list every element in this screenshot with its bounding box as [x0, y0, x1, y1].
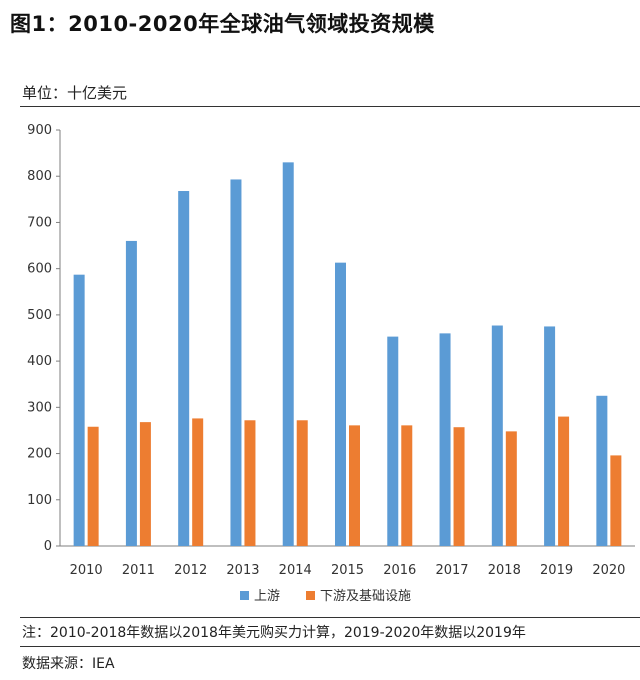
y-tick-label: 100 — [27, 493, 52, 508]
chart-title: 图1：2010-2020年全球油气领域投资规模 — [10, 12, 435, 36]
y-tick-label: 700 — [27, 215, 52, 230]
unit-label: 单位：十亿美元 — [22, 84, 128, 102]
legend-label-upstream: 上游 — [254, 589, 280, 604]
bar-upstream — [491, 325, 503, 546]
bar-upstream — [282, 162, 294, 546]
bar-downstream — [192, 418, 204, 546]
bar-downstream — [87, 426, 99, 546]
data-source: 数据来源：IEA — [22, 656, 115, 672]
x-tick-label: 2011 — [122, 563, 155, 578]
bar-downstream — [558, 416, 570, 546]
x-tick-label: 2010 — [70, 563, 103, 578]
bar-downstream — [296, 420, 308, 546]
bar-downstream — [453, 427, 465, 546]
y-tick-label: 900 — [27, 123, 52, 138]
legend-swatch-upstream — [240, 591, 249, 600]
bar-upstream — [125, 240, 137, 546]
legend-swatch-downstream — [306, 591, 315, 600]
bar-upstream — [387, 336, 399, 546]
bar-upstream — [73, 274, 85, 546]
x-tick-label: 2015 — [331, 563, 364, 578]
bar-downstream — [610, 455, 622, 546]
y-tick-label: 800 — [27, 169, 52, 184]
bar-upstream — [596, 395, 608, 546]
bar-downstream — [505, 431, 517, 546]
x-tick-label: 2016 — [383, 563, 416, 578]
bar-downstream — [244, 420, 256, 546]
x-tick-label: 2020 — [592, 563, 625, 578]
y-tick-label: 300 — [27, 400, 52, 415]
x-tick-label: 2017 — [435, 563, 468, 578]
bar-downstream — [401, 425, 413, 546]
bar-chart: 0 100 200 300 400 500 600 700 800 900 2010 2011 2012… — [27, 123, 635, 604]
bar-upstream — [544, 326, 556, 546]
x-tick-label: 2013 — [226, 563, 259, 578]
y-tick-label: 200 — [27, 447, 52, 462]
source-divider — [20, 646, 640, 647]
bar-upstream — [178, 191, 190, 546]
bar-upstream — [439, 333, 451, 546]
y-tick-label: 600 — [27, 262, 52, 277]
bar-downstream — [349, 425, 360, 546]
y-tick-label: 500 — [27, 308, 52, 323]
x-tick-label: 2018 — [488, 563, 521, 578]
x-tick-label: 2012 — [174, 563, 207, 578]
bar-upstream — [230, 179, 242, 547]
bar-downstream — [139, 422, 151, 546]
y-tick-label: 0 — [44, 539, 52, 554]
x-tick-label: 2019 — [540, 563, 573, 578]
footnote: 注：2010-2018年数据以2018年美元购买力计算，2019-2020年数据… — [22, 625, 526, 641]
top-divider — [20, 106, 640, 107]
y-tick-label: 400 — [27, 354, 52, 369]
note-divider — [20, 617, 640, 618]
x-tick-label: 2014 — [279, 563, 312, 578]
bar-upstream — [335, 262, 346, 546]
legend-label-downstream: 下游及基础设施 — [320, 589, 411, 604]
